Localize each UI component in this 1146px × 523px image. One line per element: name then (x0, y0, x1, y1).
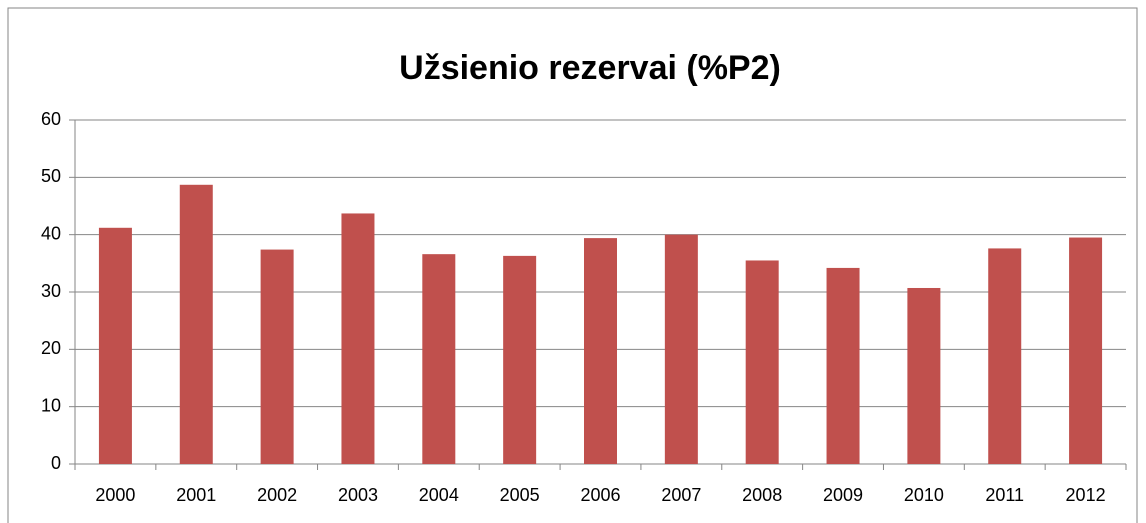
bar (584, 238, 617, 464)
bar (179, 184, 213, 464)
y-tick-label: 30 (41, 281, 61, 301)
x-tick-label: 2010 (904, 485, 944, 505)
bar (1069, 237, 1103, 464)
x-tick-label: 2008 (742, 485, 782, 505)
bar (745, 260, 779, 464)
bar (988, 248, 1022, 464)
x-tick-label: 2011 (985, 485, 1024, 505)
bar (826, 267, 860, 464)
bar (341, 213, 375, 464)
y-tick-label: 40 (41, 223, 61, 243)
y-tick-label: 20 (41, 338, 61, 358)
x-tick-label: 2005 (500, 485, 540, 505)
bar (422, 254, 456, 464)
y-tick-label: 60 (41, 109, 61, 129)
x-tick-label: 2006 (580, 485, 620, 505)
bar (907, 287, 941, 464)
chart-frame (7, 7, 1138, 523)
bar (98, 227, 132, 464)
y-tick-label: 50 (41, 166, 61, 186)
y-tick-label: 0 (51, 453, 61, 473)
chart-title: Užsienio rezervai (%P2) (399, 49, 781, 87)
x-tick-label: 2009 (823, 485, 863, 505)
bar (503, 255, 537, 464)
bar (664, 234, 698, 464)
x-tick-label: 2000 (95, 485, 135, 505)
x-tick-label: 2001 (176, 485, 216, 505)
x-tick-label: 2007 (661, 485, 701, 505)
x-tick-label: 2004 (419, 485, 459, 505)
x-tick-label: 2003 (338, 485, 378, 505)
x-tick-label: 2012 (1066, 485, 1106, 505)
y-tick-label: 10 (41, 395, 61, 415)
bar (260, 249, 294, 464)
x-tick-label: 2002 (257, 485, 297, 505)
